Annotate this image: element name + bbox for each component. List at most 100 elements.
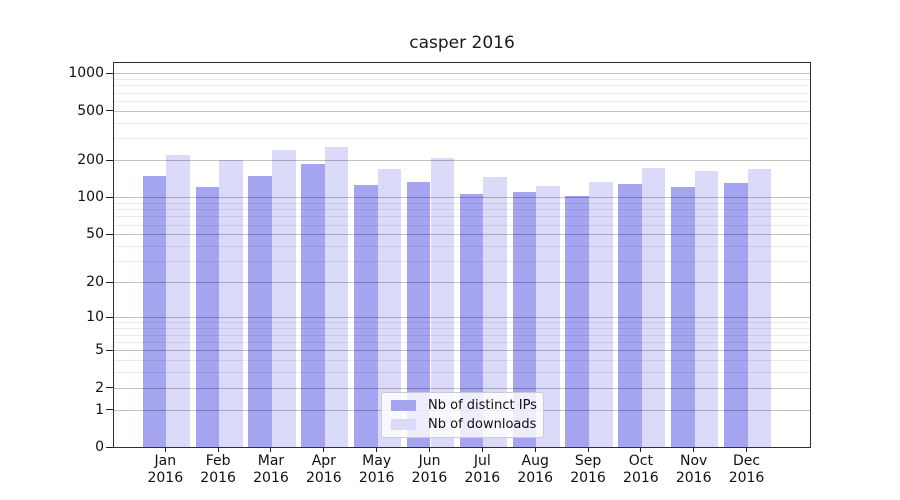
legend: Nb of distinct IPs Nb of downloads xyxy=(381,392,544,438)
y-tick-20 xyxy=(106,281,113,283)
x-tick-year: 2016 xyxy=(623,470,659,486)
x-tick-label-dec: Dec 2016 xyxy=(705,453,789,487)
y-tick-1 xyxy=(106,409,113,410)
gridline-minor-70 xyxy=(114,216,810,218)
x-tick-year: 2016 xyxy=(517,470,553,486)
y-tick-label-1: 1 xyxy=(95,401,104,418)
gridline-minor-4 xyxy=(114,359,810,361)
gridline-minor-90 xyxy=(114,203,810,204)
y-tick-1000 xyxy=(106,72,113,74)
bar-distinct-ips-oct xyxy=(618,184,642,447)
x-tick-label-feb: Feb 2016 xyxy=(176,453,260,487)
gridline-minor-60 xyxy=(114,224,810,226)
x-tick-label-may: May 2016 xyxy=(335,453,419,487)
x-tick-mar xyxy=(270,448,272,452)
x-tick-month: Oct xyxy=(628,453,653,469)
y-tick-5 xyxy=(106,349,113,351)
bar-distinct-ips-jan xyxy=(142,176,167,447)
x-tick-month: Sep xyxy=(574,453,602,469)
bar-distinct-ips-may xyxy=(354,184,378,447)
x-tick-month: Mar xyxy=(257,453,285,469)
bar-distinct-ips-sep xyxy=(565,196,589,447)
x-tick-month: Dec xyxy=(732,453,761,469)
x-tick-year: 2016 xyxy=(253,470,289,486)
x-tick-month: Nov xyxy=(680,453,708,469)
x-tick-label-sep: Sep 2016 xyxy=(546,453,630,487)
gridline-50 xyxy=(114,234,810,236)
x-tick-year: 2016 xyxy=(147,470,184,486)
x-tick-month: Aug xyxy=(521,453,549,469)
x-tick-may xyxy=(376,448,378,452)
x-tick-dec xyxy=(746,448,748,452)
bar-downloads-may xyxy=(377,168,402,447)
gridline-minor-700 xyxy=(114,92,810,94)
x-tick-month: Jun xyxy=(418,453,441,469)
x-tick-oct xyxy=(640,448,642,452)
x-tick-label-aug: Aug 2016 xyxy=(493,453,577,487)
x-tick-month: Jul xyxy=(473,453,491,469)
bar-downloads-mar xyxy=(271,150,296,447)
y-tick-label-200: 200 xyxy=(77,152,104,169)
x-tick-year: 2016 xyxy=(305,470,342,486)
y-tick-label-1000: 1000 xyxy=(68,65,104,82)
x-tick-year: 2016 xyxy=(570,470,606,486)
gridline-200 xyxy=(114,160,810,162)
y-tick-500 xyxy=(106,110,113,112)
gridline-minor-900 xyxy=(114,78,810,80)
gridline-minor-7 xyxy=(114,334,810,336)
x-tick-year: 2016 xyxy=(675,470,712,486)
legend-swatch-distinct-ips xyxy=(391,400,416,411)
gridline-minor-30 xyxy=(114,261,810,263)
bar-downloads-aug xyxy=(536,185,560,447)
bar-distinct-ips-nov xyxy=(671,187,695,447)
x-tick-month: Feb xyxy=(205,453,231,469)
x-tick-jun xyxy=(429,448,430,452)
x-tick-label-jun: Jun 2016 xyxy=(388,453,472,487)
y-tick-label-10: 10 xyxy=(86,309,104,326)
y-tick-0 xyxy=(106,446,113,448)
bar-downloads-apr xyxy=(324,147,349,447)
x-tick-label-apr: Apr 2016 xyxy=(282,453,366,487)
gridline-10 xyxy=(114,317,810,319)
legend-swatch-downloads xyxy=(391,419,416,430)
gridline-1000 xyxy=(114,73,810,75)
gridline-minor-9 xyxy=(114,322,810,324)
bar-distinct-ips-dec xyxy=(723,182,748,447)
x-tick-label-nov: Nov 2016 xyxy=(652,453,736,487)
x-tick-year: 2016 xyxy=(411,470,448,486)
x-tick-month: Jan xyxy=(154,453,177,469)
gridline-minor-40 xyxy=(114,246,810,248)
y-tick-label-50: 50 xyxy=(86,226,104,243)
y-tick-200 xyxy=(106,159,113,161)
gridline-5 xyxy=(114,350,810,352)
x-tick-month: Apr xyxy=(311,453,336,469)
bar-downloads-jul xyxy=(483,177,507,447)
gridline-2 xyxy=(114,387,810,389)
x-tick-label-jul: Jul 2016 xyxy=(440,453,524,487)
plot-area xyxy=(113,62,811,448)
y-tick-100 xyxy=(106,196,113,198)
x-tick-apr xyxy=(323,448,325,452)
gridline-minor-400 xyxy=(114,122,810,124)
bar-distinct-ips-aug xyxy=(512,192,537,447)
legend-item-distinct-ips: Nb of distinct IPs xyxy=(391,398,543,413)
bar-downloads-dec xyxy=(747,168,772,447)
x-tick-nov xyxy=(693,448,695,452)
legend-item-downloads: Nb of downloads xyxy=(391,417,543,432)
gridline-minor-6 xyxy=(114,341,810,343)
bar-downloads-nov xyxy=(694,171,719,447)
gridline-500 xyxy=(114,110,810,112)
x-tick-month: May xyxy=(362,453,392,469)
x-tick-year: 2016 xyxy=(464,470,501,486)
legend-label-distinct-ips: Nb of distinct IPs xyxy=(428,398,537,413)
x-tick-label-mar: Mar 2016 xyxy=(229,453,313,487)
gridline-minor-600 xyxy=(114,100,810,102)
y-tick-label-5: 5 xyxy=(95,342,104,359)
y-tick-label-100: 100 xyxy=(77,189,104,206)
bar-downloads-feb xyxy=(219,160,243,447)
bar-distinct-ips-jun xyxy=(406,182,431,447)
gridline-20 xyxy=(114,282,810,284)
y-tick-10 xyxy=(106,316,113,318)
legend-label-downloads: Nb of downloads xyxy=(428,417,537,432)
bar-distinct-ips-feb xyxy=(195,186,220,447)
